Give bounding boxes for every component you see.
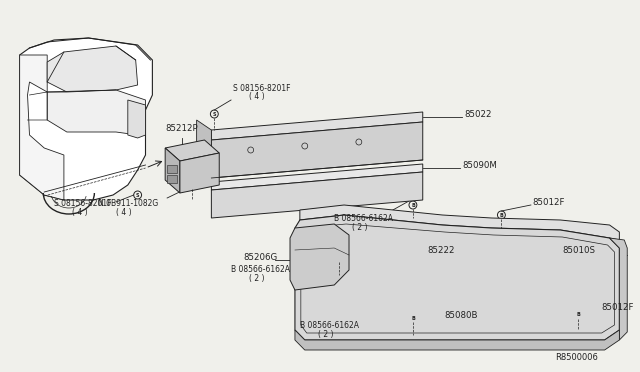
Polygon shape <box>20 55 64 200</box>
Text: ( 4 ): ( 4 ) <box>116 208 132 217</box>
Text: 85206G: 85206G <box>244 253 278 263</box>
Polygon shape <box>196 120 211 178</box>
Bar <box>167 165 177 173</box>
Text: B 08566-6162A: B 08566-6162A <box>300 321 359 330</box>
Polygon shape <box>211 112 423 140</box>
Text: S: S <box>212 112 216 116</box>
Text: R8500006: R8500006 <box>556 353 598 362</box>
Text: 85022: 85022 <box>464 109 492 119</box>
Polygon shape <box>290 224 349 290</box>
Text: ( 2 ): ( 2 ) <box>352 222 367 231</box>
Polygon shape <box>211 164 423 190</box>
Polygon shape <box>20 38 152 200</box>
Polygon shape <box>211 172 423 218</box>
Polygon shape <box>165 140 220 161</box>
Text: S: S <box>136 192 140 198</box>
Bar <box>167 175 177 183</box>
Text: B: B <box>411 202 415 208</box>
Text: 85090M: 85090M <box>462 160 497 170</box>
Polygon shape <box>47 90 145 135</box>
Text: S 08156-8201F: S 08156-8201F <box>54 199 111 208</box>
Polygon shape <box>165 148 180 193</box>
Text: S 08156-8201F: S 08156-8201F <box>233 84 291 93</box>
Text: B: B <box>337 256 341 260</box>
Polygon shape <box>300 205 620 240</box>
Text: ( 4 ): ( 4 ) <box>249 92 264 101</box>
Text: N: N <box>189 183 194 187</box>
Polygon shape <box>128 100 145 138</box>
Polygon shape <box>180 153 220 193</box>
Text: 85012F: 85012F <box>602 302 634 311</box>
Polygon shape <box>295 215 620 340</box>
Text: ( 4 ): ( 4 ) <box>72 208 88 217</box>
Text: B: B <box>499 212 503 218</box>
Text: 85012F: 85012F <box>533 198 565 206</box>
Text: B: B <box>411 315 415 321</box>
Text: 85080B: 85080B <box>444 311 478 320</box>
Text: B 08566-6162A: B 08566-6162A <box>231 266 290 275</box>
Text: B: B <box>576 312 580 317</box>
Text: ( 2 ): ( 2 ) <box>249 275 264 283</box>
Text: 85010S: 85010S <box>563 246 595 254</box>
Text: 85212P: 85212P <box>165 124 198 133</box>
Text: B 08566-6162A: B 08566-6162A <box>334 214 393 222</box>
Text: ( 2 ): ( 2 ) <box>317 330 333 339</box>
Polygon shape <box>211 122 423 178</box>
Polygon shape <box>47 46 138 92</box>
Polygon shape <box>295 330 620 350</box>
Polygon shape <box>609 238 627 340</box>
Text: 85222: 85222 <box>428 246 455 254</box>
Text: N 0B911-1082G: N 0B911-1082G <box>99 199 159 208</box>
